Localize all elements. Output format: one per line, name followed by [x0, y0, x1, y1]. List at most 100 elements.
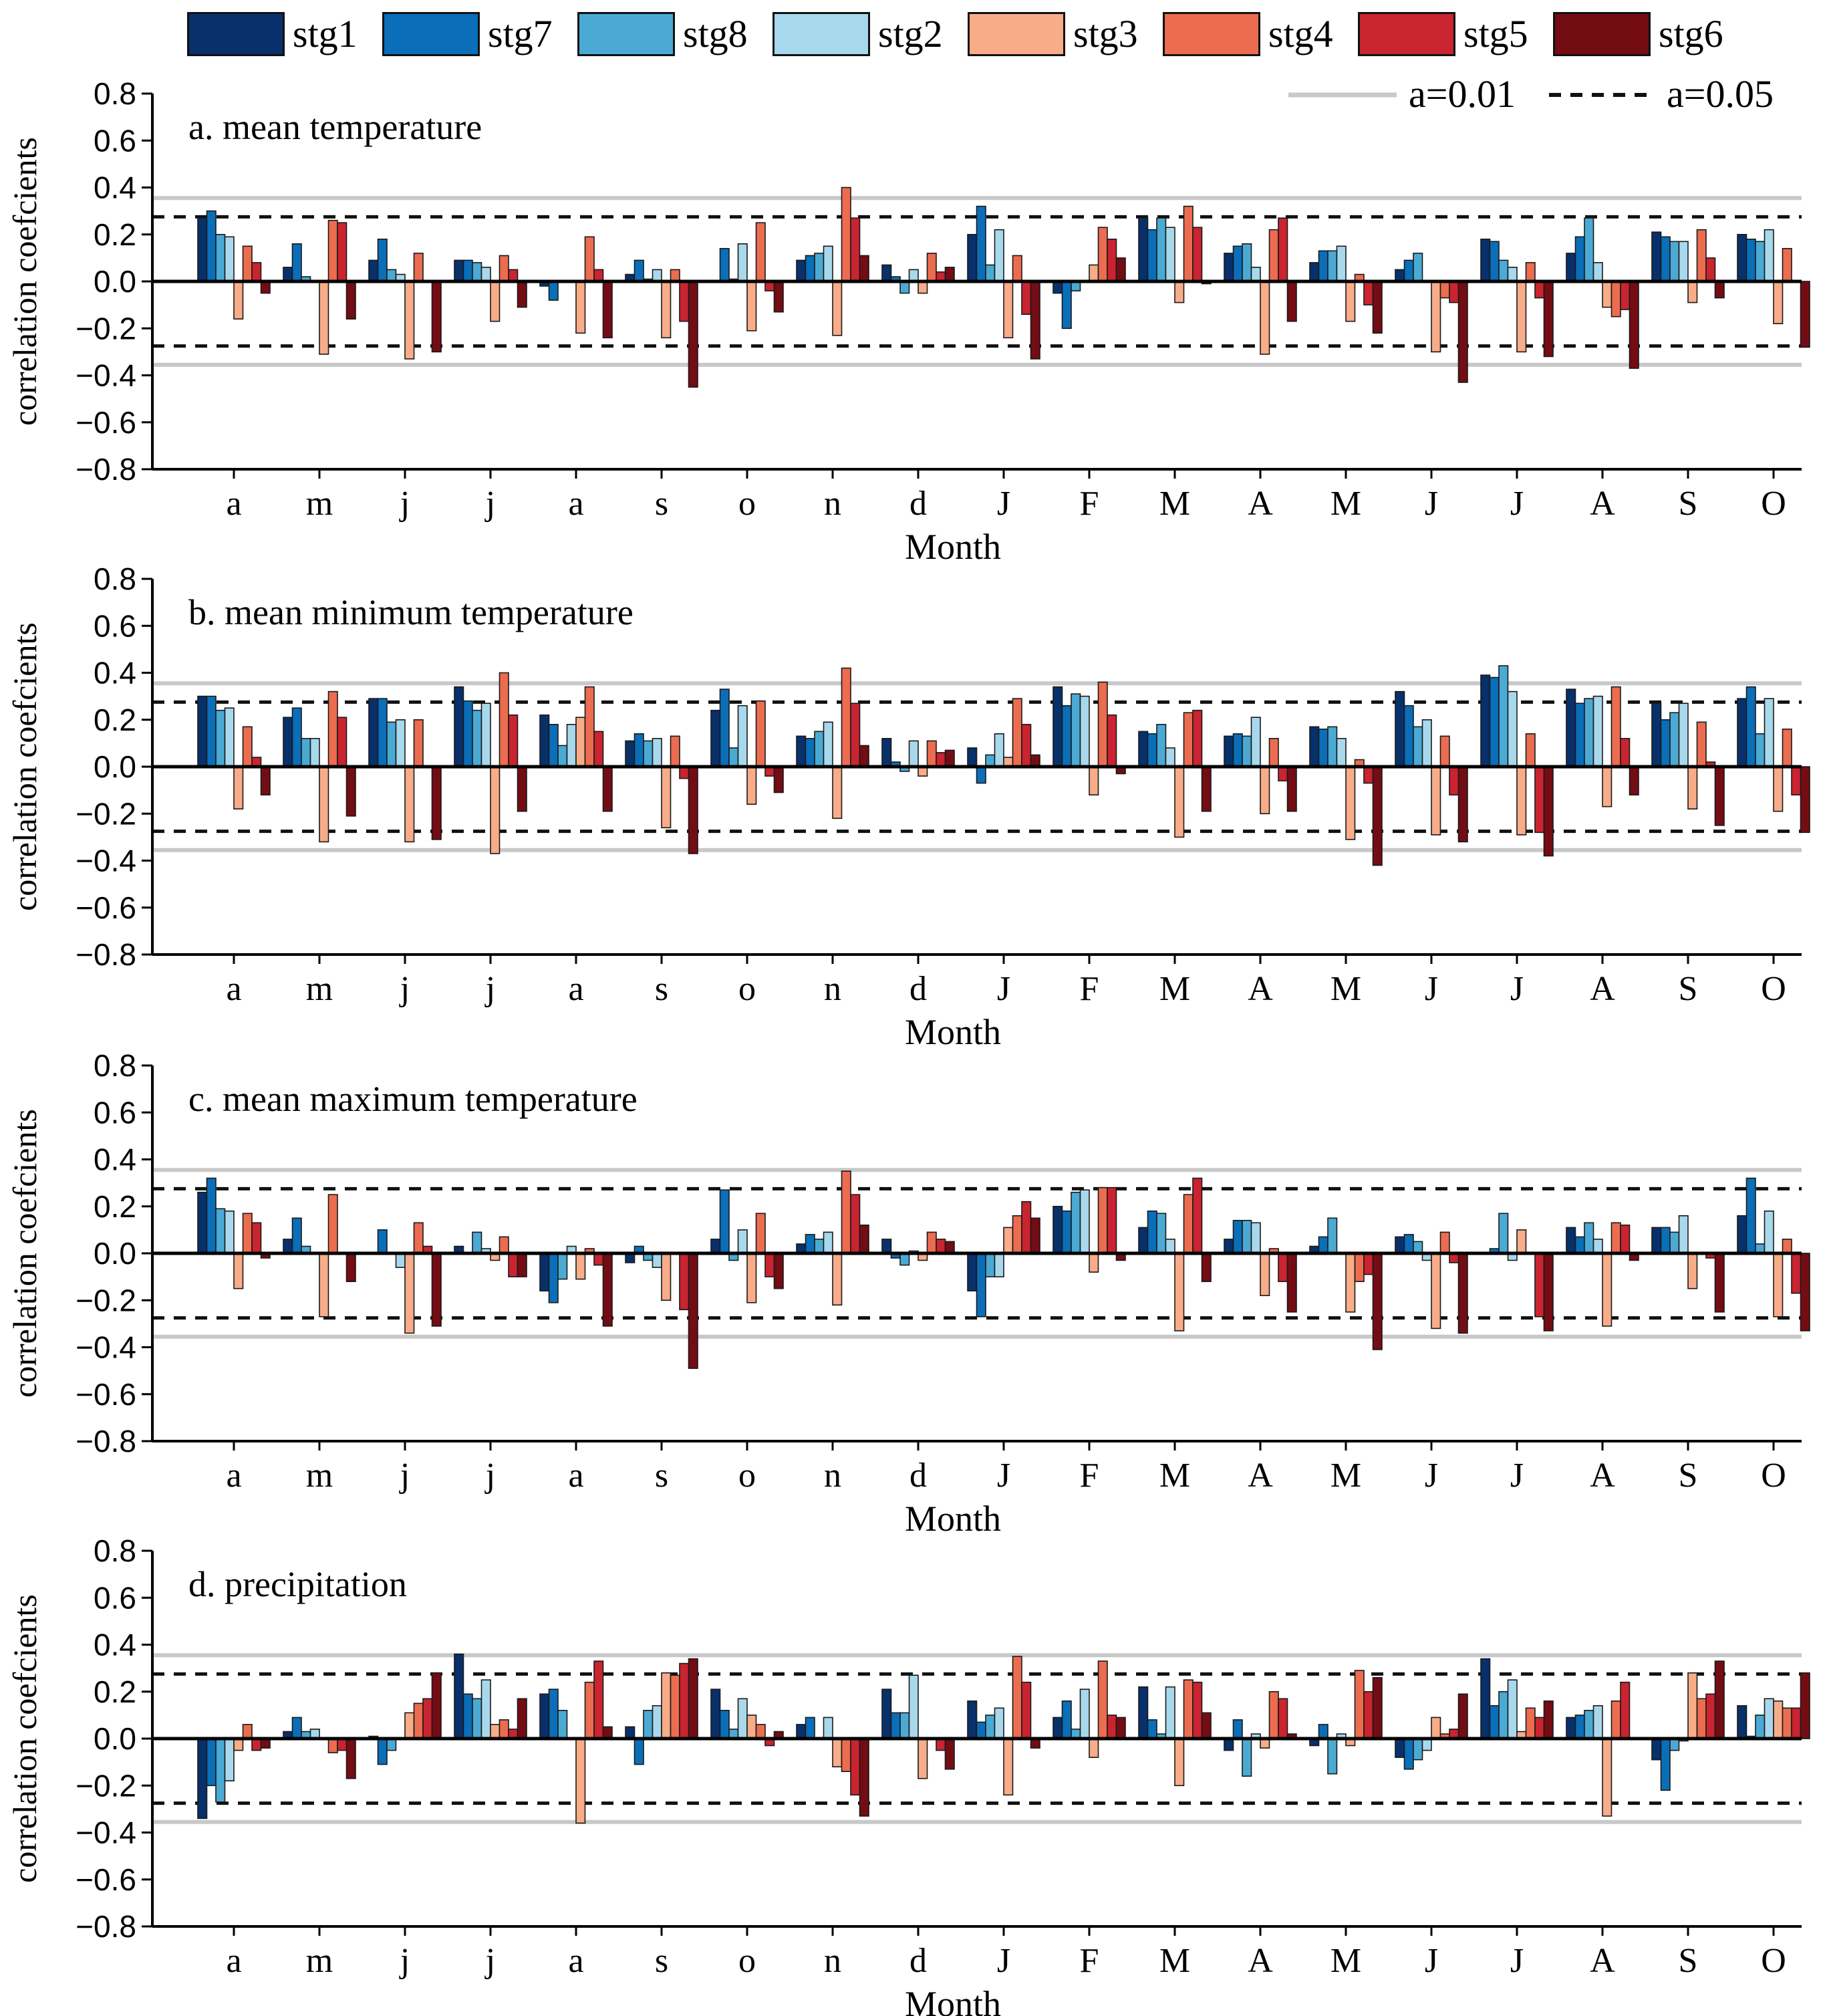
bar-stg4-8	[926, 253, 937, 282]
bar-stg3-10	[1089, 1253, 1099, 1273]
bar-stg6-15	[1543, 281, 1554, 358]
bar-stg3-13	[1345, 1253, 1356, 1313]
x-tick-label: a	[226, 1457, 241, 1495]
bar-stg4-10	[1097, 1186, 1108, 1254]
bar-stg4-7	[841, 1738, 851, 1773]
bar-stg8-9	[985, 264, 996, 282]
bar-stg7-11	[1147, 1719, 1157, 1739]
bar-stg3-7	[832, 766, 843, 820]
bar-stg2-7	[823, 721, 833, 767]
x-tick-label: o	[738, 1457, 756, 1495]
bar-stg6-16	[1629, 281, 1639, 369]
x-tick-label: s	[655, 970, 668, 1008]
bar-stg8-13	[1327, 1217, 1338, 1254]
bar-stg3-7	[832, 1253, 843, 1306]
bar-stg6-12	[1286, 281, 1297, 322]
bar-stg6-9	[1030, 281, 1040, 360]
bar-stg4-11	[1183, 1679, 1194, 1739]
bar-stg7-16	[1574, 1236, 1585, 1254]
bar-stg5-17	[1705, 1693, 1716, 1739]
bar-stg4-16	[1610, 1222, 1621, 1254]
bar-stg5-11	[1192, 709, 1203, 767]
legend-label-stg6: stg6	[1659, 12, 1723, 55]
bar-stg4-2	[413, 719, 424, 767]
bar-stg5-6	[764, 1253, 775, 1277]
bar-stg1-10	[1053, 281, 1063, 294]
bar-stg4-12	[1268, 229, 1279, 282]
bar-stg7-3	[462, 700, 473, 767]
x-tick-label: d	[909, 1942, 927, 1980]
bar-stg1-0	[197, 1191, 208, 1254]
bar-stg2-0	[224, 1211, 235, 1254]
bar-stg6-11	[1201, 1253, 1212, 1283]
bar-stg3-5	[661, 766, 672, 829]
bar-stg4-4	[584, 686, 595, 767]
bar-stg1-12	[1224, 735, 1234, 767]
x-tick-label: j	[399, 1942, 410, 1980]
bar-stg7-2	[377, 698, 388, 767]
bar-stg3-18	[1773, 766, 1784, 812]
bar-stg5-9	[1021, 281, 1032, 316]
bar-stg6-5	[688, 281, 698, 388]
x-tick-label: A	[1590, 1942, 1615, 1980]
bar-stg3-2	[404, 281, 415, 360]
y-tick-label: −0.8	[76, 937, 136, 972]
bar-stg3-3	[490, 766, 501, 854]
bar-stg2-2	[395, 1253, 406, 1268]
bar-stg3-2	[404, 1253, 415, 1334]
x-tick-label: o	[738, 1942, 756, 1980]
legend-label-stg4: stg4	[1268, 12, 1333, 55]
bar-stg2-0	[224, 1738, 235, 1782]
bar-stg6-13	[1372, 766, 1383, 866]
bar-stg4-9	[1012, 698, 1022, 767]
bar-stg2-13	[1336, 738, 1347, 767]
bar-stg5-1	[337, 717, 347, 767]
bar-stg1-17	[1651, 1738, 1662, 1761]
bar-stg8-18	[1755, 733, 1766, 767]
bar-stg4-12	[1268, 738, 1279, 767]
x-tick-label: M	[1330, 485, 1361, 523]
panel-title: a. mean temperature	[188, 107, 482, 147]
x-tick-label: S	[1679, 485, 1698, 523]
bar-stg1-7	[796, 735, 807, 767]
bar-stg2-16	[1592, 1705, 1603, 1739]
bar-stg4-0	[242, 726, 253, 767]
x-tick-label: a	[568, 1457, 583, 1495]
legend-label-stg5: stg5	[1463, 12, 1528, 55]
bar-stg3-17	[1687, 281, 1698, 303]
bar-stg2-14	[1421, 719, 1432, 767]
bar-stg4-14	[1439, 1231, 1450, 1254]
bar-stg6-9	[1030, 1217, 1040, 1254]
bar-stg3-3	[490, 1724, 501, 1739]
bar-stg6-16	[1629, 766, 1639, 796]
x-axis-label: Month	[905, 1012, 1001, 1052]
bar-stg8-10	[1071, 1191, 1081, 1254]
legend-dashed-label: a=0.05	[1667, 72, 1774, 116]
bar-stg3-2	[404, 766, 415, 843]
bar-stg6-3	[517, 766, 527, 812]
bar-stg6-18	[1800, 281, 1810, 348]
bar-stg1-3	[454, 686, 464, 767]
bar-stg1-16	[1566, 1227, 1576, 1254]
bar-stg8-3	[472, 1231, 482, 1254]
bar-stg7-17	[1660, 719, 1671, 767]
bar-stg6-11	[1201, 1712, 1212, 1739]
bar-stg1-15	[1480, 1658, 1491, 1739]
bar-stg5-4	[593, 269, 604, 282]
y-tick-label: −0.6	[76, 1377, 136, 1412]
bar-stg8-7	[814, 253, 825, 282]
x-tick-label: O	[1761, 1942, 1786, 1980]
bar-stg2-6	[737, 1698, 748, 1739]
bar-stg3-11	[1174, 1738, 1185, 1787]
bar-stg2-9	[994, 1707, 1004, 1739]
x-axis-label: Month	[905, 1499, 1001, 1539]
bar-stg5-3	[508, 269, 519, 282]
bar-stg1-3	[454, 1653, 464, 1739]
bar-stg3-4	[575, 1738, 586, 1824]
bar-stg3-1	[319, 1253, 329, 1317]
bar-stg3-10	[1089, 1738, 1099, 1758]
bar-stg2-8	[908, 1674, 919, 1739]
bar-stg4-4	[584, 236, 595, 282]
bar-stg1-9	[967, 747, 978, 767]
bar-stg7-13	[1318, 1236, 1328, 1254]
